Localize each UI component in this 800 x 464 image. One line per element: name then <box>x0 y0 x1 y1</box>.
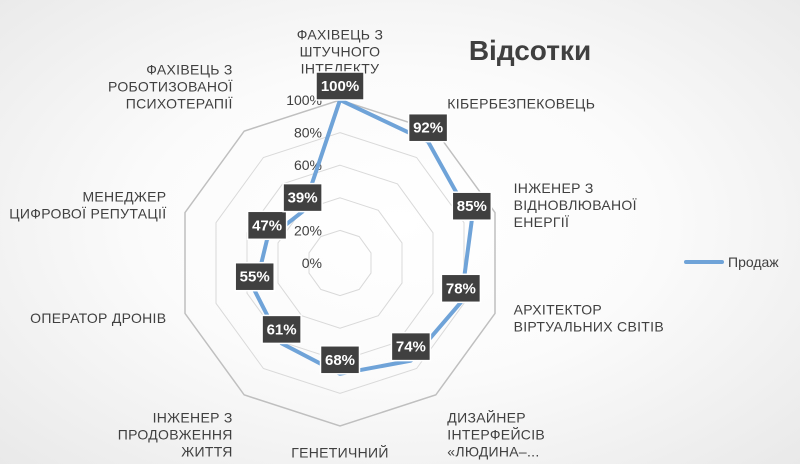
data-label-box <box>261 314 302 345</box>
category-label: МЕНЕДЖЕР ЦИФРОВОЇ РЕПУТАЦІЇ <box>9 189 166 222</box>
data-label: 55% <box>234 261 275 292</box>
grid-ring <box>215 132 465 394</box>
category-label: ДИЗАЙНЕР ІНТЕРФЕЙСІВ «ЛЮДИНА–... <box>447 409 545 460</box>
data-label-box <box>315 71 365 101</box>
chart-title: Відсотки <box>469 35 591 66</box>
category-label: ОПЕРАТОР ДРОНІВ <box>30 310 166 326</box>
category-label: ФАХІВЕЦЬ З ШТУЧНОГО ІНТЕЛЕКТУ <box>297 26 383 76</box>
data-label: 85% <box>451 191 493 221</box>
data-label: 78% <box>440 273 482 304</box>
data-label-box <box>451 191 493 221</box>
data-label-box <box>234 261 275 292</box>
grid-ring <box>184 99 496 427</box>
radial-axis-ticks: 0%20%40%60%80%100% <box>286 92 322 271</box>
category-label: ІНЖЕНЕР З ПРОДОВЖЕННЯ ЖИТТЯ <box>118 410 233 460</box>
data-label: 74% <box>390 331 432 362</box>
data-label-text: 92% <box>413 120 443 137</box>
legend: Продаж <box>684 254 779 270</box>
grid-layer <box>184 99 496 427</box>
data-label: 92% <box>407 112 449 143</box>
category-label: АРХІТЕКТОР ВІРТУАЛЬНИХ СВІТІВ <box>514 301 664 334</box>
legend-series-name: Продаж <box>728 254 779 270</box>
data-label-text: 100% <box>321 78 359 95</box>
data-label-box <box>440 273 482 304</box>
data-labels: 100% 92% 85% 78% 74% 68% 61% 55% 47% 39% <box>234 71 493 375</box>
data-label-box <box>246 210 288 241</box>
category-label: ФАХІВЕЦЬ З РОБОТИЗОВАНОЇ ПСИХОТЕРАПІЇ <box>108 61 233 111</box>
data-label-box <box>282 182 323 213</box>
data-label-box <box>390 331 432 362</box>
r-tick-label: 0% <box>302 255 322 271</box>
data-label-text: 47% <box>252 217 282 234</box>
data-label-text: 85% <box>457 198 487 215</box>
grid-ring <box>308 229 372 297</box>
data-label-text: 55% <box>240 269 270 286</box>
data-label: 68% <box>319 345 361 375</box>
category-label: ІНЖЕНЕР З ВІДНОВЛЮВАНОЇ ЕНЕРГІЇ <box>514 180 637 230</box>
data-label-text: 68% <box>325 352 355 369</box>
category-label: ГЕНЕТИЧНИЙКОНСУЛЬТАНТ <box>288 444 392 464</box>
data-label: 47% <box>246 210 288 241</box>
data-label-box <box>407 112 449 143</box>
r-tick-label: 100% <box>286 92 322 108</box>
data-label: 61% <box>261 314 302 345</box>
data-label: 100% <box>315 71 365 101</box>
data-label: 39% <box>282 182 323 213</box>
data-label-text: 74% <box>396 339 426 356</box>
category-label: КІБЕРБЕЗПЕКОВЕЦЬ <box>447 95 595 111</box>
data-label-text: 39% <box>288 190 318 207</box>
data-label-text: 61% <box>267 321 297 338</box>
r-tick-label: 20% <box>294 222 322 238</box>
r-tick-label: 80% <box>294 125 322 141</box>
data-label-text: 78% <box>446 280 476 297</box>
data-label-box <box>319 345 361 375</box>
